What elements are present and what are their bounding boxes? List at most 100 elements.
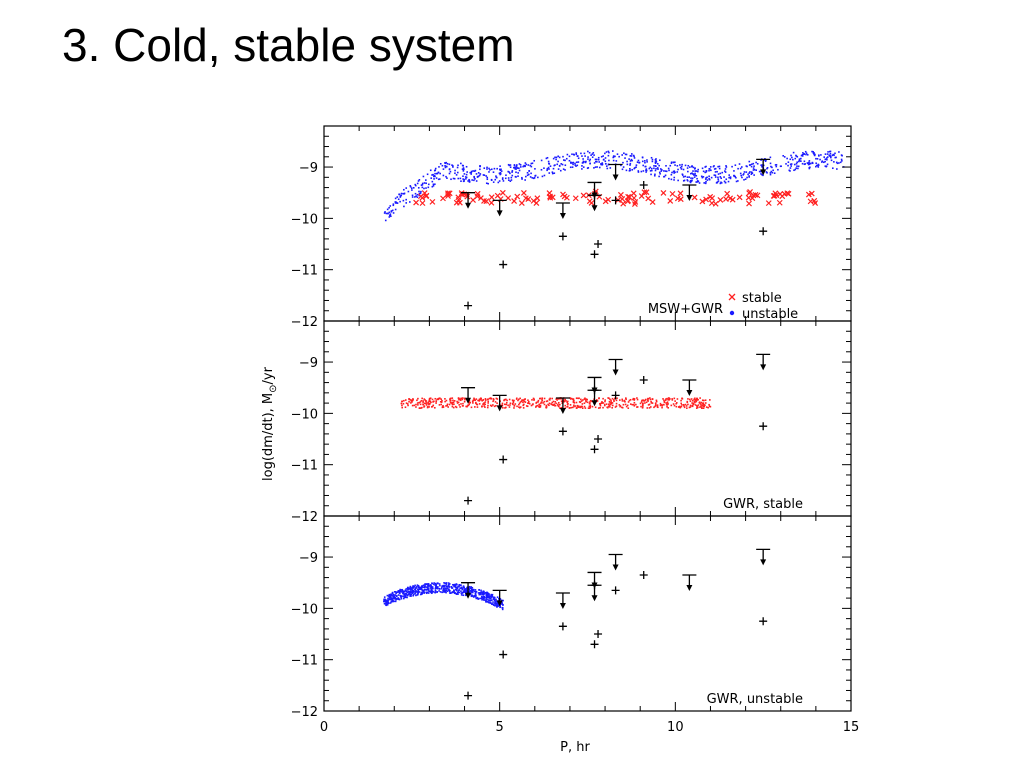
data-point (831, 154, 834, 157)
data-point (477, 399, 479, 402)
data-point (680, 402, 682, 405)
data-point (813, 153, 816, 156)
data-point (393, 595, 396, 598)
data-point (826, 158, 828, 161)
data-point (528, 173, 530, 176)
data-point (636, 397, 638, 399)
data-point (429, 198, 436, 205)
data-point (586, 167, 589, 170)
data-point (621, 406, 624, 409)
panel-frame (323, 515, 852, 712)
data-point (721, 171, 724, 174)
data-point (729, 176, 732, 179)
data-point (413, 199, 420, 206)
data-point (607, 163, 610, 166)
data-point (642, 164, 645, 167)
data-point (489, 599, 492, 602)
data-point (800, 157, 802, 160)
data-point (552, 404, 555, 407)
data-point (482, 403, 485, 405)
data-point (392, 595, 394, 597)
data-point (421, 589, 424, 591)
data-point (570, 397, 573, 400)
data-point (587, 407, 590, 409)
data-point (461, 398, 464, 401)
data-point (815, 164, 818, 167)
data-point (486, 591, 488, 594)
data-point (475, 180, 478, 182)
data-point (714, 171, 717, 173)
data-point (458, 589, 461, 591)
data-point (598, 166, 601, 169)
data-point (666, 404, 669, 406)
data-point (400, 192, 403, 195)
data-point (460, 592, 463, 594)
data-point (637, 171, 640, 173)
data-point (686, 167, 689, 169)
data-point (705, 406, 708, 408)
data-point (473, 170, 476, 172)
data-point (402, 592, 404, 595)
data-point (499, 189, 506, 196)
data-point (499, 165, 501, 167)
data-point (591, 400, 593, 403)
data-point (458, 404, 461, 406)
data-point (462, 170, 465, 172)
y-tick-label: −11 (291, 654, 318, 669)
data-point (442, 406, 445, 408)
data-point (383, 602, 386, 605)
data-point (650, 173, 652, 176)
data-point (464, 594, 467, 597)
data-point (508, 398, 511, 401)
data-point (706, 179, 709, 181)
data-point (633, 398, 636, 400)
data-point (779, 193, 786, 200)
data-point (695, 407, 698, 409)
data-point (653, 165, 655, 167)
data-point (407, 589, 409, 591)
data-point (581, 407, 584, 410)
data-point (815, 165, 817, 168)
data-point (802, 153, 805, 155)
data-point (701, 399, 704, 402)
data-point (485, 175, 487, 177)
data-point (609, 406, 611, 408)
data-point (402, 192, 405, 195)
data-point (555, 402, 557, 405)
data-point (484, 406, 486, 408)
data-point (462, 591, 464, 594)
data-point (415, 403, 417, 406)
data-point (452, 401, 455, 404)
data-point (414, 588, 416, 591)
data-point (682, 180, 685, 182)
y-tick-label: −10 (291, 602, 318, 617)
data-point (525, 163, 528, 166)
data-point (577, 157, 580, 160)
data-point (593, 162, 596, 164)
data-point (430, 590, 433, 592)
data-point (439, 591, 442, 593)
data-point (422, 403, 425, 406)
data-point (617, 191, 624, 198)
data-point (656, 163, 659, 165)
data-point (771, 166, 773, 169)
data-point (566, 406, 568, 408)
data-point (689, 404, 692, 407)
data-point (462, 178, 464, 180)
data-point (765, 200, 772, 207)
data-point (584, 399, 587, 401)
observed-point (759, 617, 768, 626)
data-point (417, 586, 420, 588)
data-point (648, 407, 651, 409)
data-point (453, 589, 455, 592)
data-point (686, 400, 689, 403)
data-point (455, 583, 458, 585)
data-point (434, 589, 437, 591)
data-point (659, 168, 662, 170)
data-point (724, 168, 727, 170)
data-point (795, 162, 798, 165)
data-point (446, 590, 449, 593)
data-point (405, 596, 408, 599)
data-point (761, 173, 763, 176)
